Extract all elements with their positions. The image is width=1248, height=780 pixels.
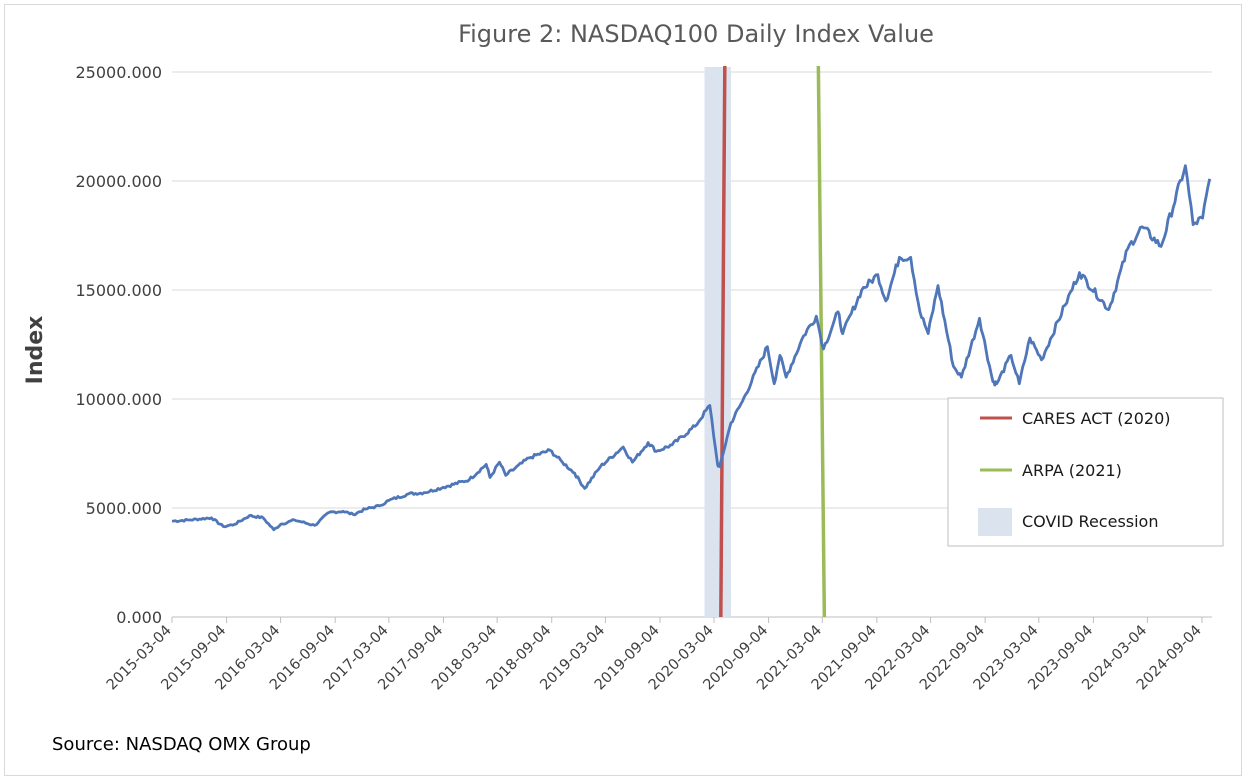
y-tick-label: 10000.000 xyxy=(75,390,162,409)
legend-label-covid: COVID Recession xyxy=(1022,512,1158,531)
legend-label-arpa: ARPA (2021) xyxy=(1022,461,1122,480)
shaded-regions xyxy=(704,67,731,617)
reference-lines xyxy=(719,65,827,618)
y-tick-label: 25000.000 xyxy=(75,63,162,82)
source-note: Source: NASDAQ OMX Group xyxy=(52,734,311,755)
series-layer xyxy=(171,164,1212,532)
y-tick-label: 0.000 xyxy=(116,608,162,627)
legend-swatch-covid xyxy=(978,508,1012,536)
shaded-region-covid xyxy=(704,67,731,617)
legend-label-cares: CARES ACT (2020) xyxy=(1022,409,1170,428)
series-line xyxy=(171,164,1212,532)
y-tick-label: 5000.000 xyxy=(86,499,162,518)
chart-title: Figure 2: NASDAQ100 Daily Index Value xyxy=(458,20,934,48)
chart-frame xyxy=(4,4,1242,776)
y-axis-label: Index xyxy=(23,316,48,385)
y-tick-label: 15000.000 xyxy=(75,281,162,300)
reference-line-cares xyxy=(719,65,727,618)
x-axis-ticks: 2015-03-042015-09-042016-03-042016-09-04… xyxy=(104,617,1205,693)
legend: CARES ACT (2020) ARPA (2021) COVID Reces… xyxy=(947,397,1224,547)
y-axis-ticks: 0.000 5000.000 10000.000 15000.000 20000.000… xyxy=(75,63,162,627)
y-tick-label: 20000.000 xyxy=(75,172,162,191)
